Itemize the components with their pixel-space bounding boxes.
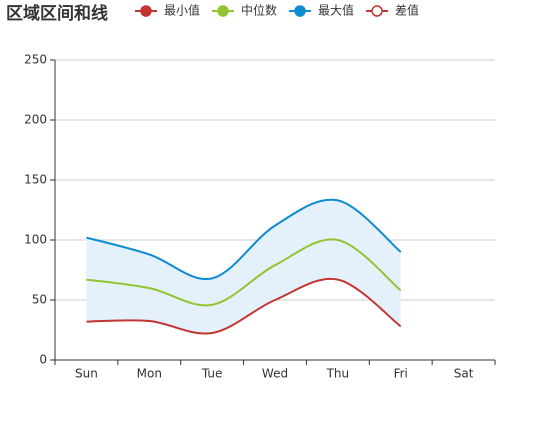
legend-icon bbox=[294, 5, 306, 17]
y-tick-label: 0 bbox=[39, 353, 47, 367]
series-line bbox=[86, 277, 402, 335]
legend-icon bbox=[140, 5, 152, 17]
y-tick-label: 200 bbox=[24, 113, 47, 127]
y-tick-label: 100 bbox=[24, 233, 47, 247]
legend-label: 最小值 bbox=[164, 3, 200, 18]
x-tick-label: Mon bbox=[137, 367, 162, 381]
legend-label: 最大值 bbox=[318, 3, 354, 18]
y-tick-label: 250 bbox=[24, 53, 47, 67]
legend-icon bbox=[217, 5, 229, 17]
series-line bbox=[86, 198, 402, 281]
legend-icon bbox=[371, 5, 383, 17]
range-area bbox=[86, 199, 401, 334]
y-tick-label: 50 bbox=[32, 293, 47, 307]
chart-title: 区域区间和线 bbox=[6, 3, 108, 24]
legend-label: 中位数 bbox=[241, 3, 277, 18]
x-tick-label: Sun bbox=[75, 367, 98, 381]
x-tick-label: Wed bbox=[262, 367, 288, 381]
x-tick-label: Sat bbox=[454, 367, 474, 381]
x-tick-label: Tue bbox=[201, 367, 223, 381]
series-line bbox=[86, 238, 402, 307]
x-tick-label: Thu bbox=[326, 367, 350, 381]
x-tick-label: Fri bbox=[394, 367, 408, 381]
y-tick-label: 150 bbox=[24, 173, 47, 187]
legend-label: 差值 bbox=[395, 3, 419, 18]
